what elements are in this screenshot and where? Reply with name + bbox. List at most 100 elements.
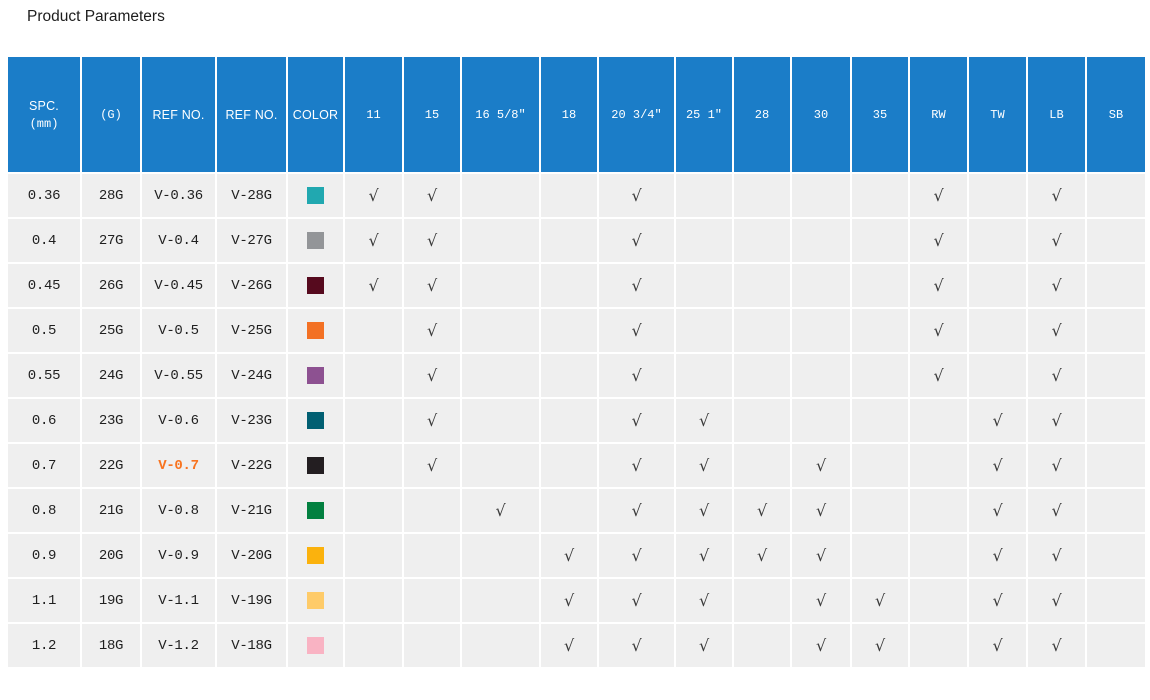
check-mark: √ (933, 320, 944, 340)
size-label: 30 (813, 107, 829, 122)
color-cell (286, 532, 345, 579)
availability-cell-20-3-4-: √ (597, 262, 676, 309)
check-mark: √ (427, 365, 437, 385)
ref-no-cell: V-23G (215, 397, 288, 444)
check-mark: √ (699, 590, 709, 610)
availability-cell-lb: √ (1026, 622, 1087, 669)
column-header-size-sb: SB (1085, 57, 1145, 174)
availability-cell-30: √ (790, 487, 852, 534)
color-cell (286, 622, 345, 669)
availability-cell-28 (732, 577, 792, 624)
check-mark: √ (368, 275, 379, 295)
spc-cell: 0.8 (8, 487, 82, 534)
availability-cell-18 (539, 352, 599, 399)
availability-cell-28: √ (732, 532, 792, 579)
availability-cell-15 (402, 622, 462, 669)
spc-cell: 0.4 (8, 217, 82, 264)
column-header-size-30: 30 (790, 57, 852, 174)
table-row-1.2: 1.2 18G V-1.2 V-18G √ √ √ √ √ √ √ (8, 622, 1145, 669)
spc-label-line1: SPC. (29, 98, 59, 113)
availability-cell-28 (732, 622, 792, 669)
color-cell (286, 577, 345, 624)
column-header-size-28: 28 (732, 57, 792, 174)
ref-no-cell: V-22G (215, 442, 288, 489)
availability-cell-lb: √ (1026, 532, 1087, 579)
availability-cell-11 (343, 307, 404, 354)
color-swatch (307, 591, 324, 609)
ref-no-cell: V-0.36 (140, 172, 217, 219)
availability-cell-11 (343, 397, 404, 444)
availability-cell-18 (539, 487, 599, 534)
availability-cell-11 (343, 532, 404, 579)
availability-cell-35 (850, 262, 910, 309)
availability-cell-35: √ (850, 622, 910, 669)
ref-no-cell: V-19G (215, 577, 288, 624)
ref-no-cell: V-27G (215, 217, 288, 264)
check-mark: √ (1051, 545, 1062, 565)
ref-no-cell: V-21G (215, 487, 288, 534)
table-header: SPC. (mm) (G) REF NO. REF NO. COLOR 11 15 16 5/8… (8, 57, 1145, 174)
availability-cell-rw: √ (908, 172, 969, 219)
check-mark: √ (631, 500, 642, 520)
color-swatch (307, 231, 324, 249)
ref-no-cell: V-1.1 (140, 577, 217, 624)
spc-cell: 0.5 (8, 307, 82, 354)
ref-no-cell: V-0.7 (140, 442, 217, 489)
gauge-cell: 23G (80, 397, 142, 444)
check-mark: √ (631, 320, 642, 340)
availability-cell-18 (539, 262, 599, 309)
color-swatch (307, 456, 324, 474)
page-title: Product Parameters (27, 8, 165, 25)
check-mark: √ (992, 500, 1003, 520)
availability-cell-lb: √ (1026, 397, 1087, 444)
check-mark: √ (631, 590, 642, 610)
availability-cell-tw (967, 307, 1028, 354)
availability-cell-lb: √ (1026, 217, 1087, 264)
table-row-0.7: 0.7 22G V-0.7 V-22G √ √ √ √ √ √ (8, 442, 1145, 489)
availability-cell-25-1-: √ (674, 532, 734, 579)
availability-cell-sb (1085, 397, 1145, 444)
column-header-size-16-5-8-: 16 5/8″ (460, 57, 541, 174)
availability-cell-16-5-8- (460, 352, 541, 399)
availability-cell-20-3-4-: √ (597, 217, 676, 264)
color-cell (286, 307, 345, 354)
availability-cell-18: √ (539, 532, 599, 579)
availability-cell-16-5-8- (460, 622, 541, 669)
ref-no-cell: V-28G (215, 172, 288, 219)
color-swatch (307, 411, 324, 429)
color-cell (286, 262, 345, 309)
color-cell (286, 172, 345, 219)
availability-cell-16-5-8- (460, 442, 541, 489)
color-swatch (307, 501, 324, 519)
ref-no-cell: V-25G (215, 307, 288, 354)
color-cell (286, 442, 345, 489)
check-mark: √ (875, 635, 885, 655)
availability-cell-15: √ (402, 442, 462, 489)
gauge-cell: 26G (80, 262, 142, 309)
availability-cell-30 (790, 172, 852, 219)
check-mark: √ (631, 185, 642, 205)
availability-cell-15 (402, 487, 462, 534)
color-swatch (307, 321, 324, 339)
availability-cell-25-1- (674, 307, 734, 354)
availability-cell-35 (850, 307, 910, 354)
availability-cell-15: √ (402, 397, 462, 444)
spc-cell: 0.36 (8, 172, 82, 219)
color-cell (286, 397, 345, 444)
check-mark: √ (816, 635, 826, 655)
availability-cell-35 (850, 352, 910, 399)
availability-cell-rw (908, 397, 969, 444)
availability-cell-28 (732, 262, 792, 309)
check-mark: √ (992, 590, 1003, 610)
availability-cell-30: √ (790, 622, 852, 669)
availability-cell-25-1-: √ (674, 622, 734, 669)
size-label: LB (1049, 107, 1064, 122)
size-label: 20 3/4″ (611, 107, 662, 122)
availability-cell-25-1-: √ (674, 442, 734, 489)
size-label: TW (990, 107, 1005, 122)
ref-no-link-current[interactable]: V-0.7 (158, 457, 199, 474)
table-row-0.9: 0.9 20G V-0.9 V-20G √ √ √ √ √ √ √ (8, 532, 1145, 579)
ref-no-cell: V-20G (215, 532, 288, 579)
check-mark: √ (992, 635, 1003, 655)
